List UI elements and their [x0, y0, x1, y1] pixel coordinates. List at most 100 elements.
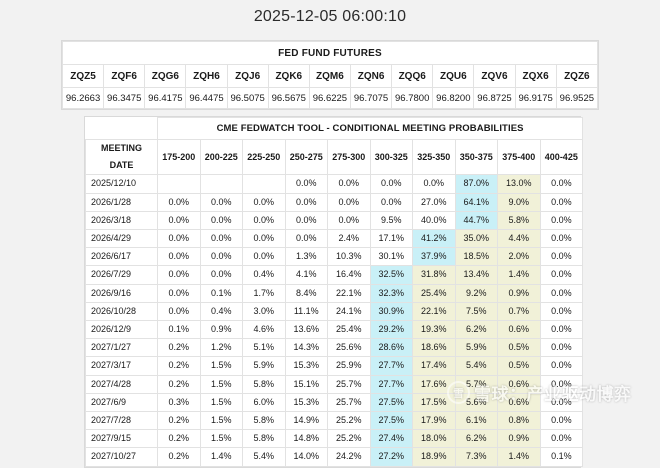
- fedwatch-probability-cell: 15.1%: [284, 374, 328, 394]
- futures-contract-code: ZQV6: [473, 64, 516, 88]
- fedwatch-probability-cell: [199, 174, 243, 194]
- fedwatch-probability-cell: 0.2%: [157, 374, 201, 394]
- fedwatch-probability-cell: 40.0%: [412, 210, 456, 231]
- fedwatch-probability-cell: 27.5%: [369, 411, 413, 431]
- fedwatch-probability-cell: 25.7%: [327, 374, 371, 394]
- fedwatch-probability-cell: 25.7%: [327, 392, 371, 413]
- fedwatch-probability-cell: 0.2%: [157, 429, 201, 449]
- fedwatch-rate-range-header: 400-425: [539, 138, 584, 176]
- fedwatch-probability-cell: 0.2%: [157, 338, 201, 358]
- fedwatch-probability-cell: 0.0%: [539, 265, 584, 285]
- fedwatch-probability-cell: 0.0%: [327, 210, 371, 231]
- fedwatch-probability-cell: 25.6%: [327, 338, 371, 358]
- fedwatch-probability-cell: 0.0%: [199, 247, 243, 267]
- fedwatch-probability-cell: 32.5%: [369, 265, 413, 285]
- fedwatch-probability-cell: 0.0%: [157, 301, 201, 322]
- fedwatch-probability-cell: 27.2%: [369, 447, 413, 467]
- futures-code-row: ZQZ5 ZQF6 ZQG6 ZQH6 ZQJ6 ZQK6 ZQM6 ZQN6 ZQQ6 ZQU6…: [61, 64, 599, 88]
- fedwatch-probability-cell: 7.5%: [454, 301, 498, 322]
- fedwatch-probability-cell: 25.4%: [412, 283, 456, 303]
- cme-fedwatch-panel: CME FEDWATCH TOOL - CONDITIONAL MEETING …: [84, 116, 584, 468]
- cme-fedwatch-table: CME FEDWATCH TOOL - CONDITIONAL MEETING …: [85, 117, 584, 467]
- fedwatch-probability-cell: 0.0%: [539, 374, 584, 394]
- futures-contract-code: ZQX6: [514, 64, 557, 88]
- fedwatch-probability-cell: 15.3%: [284, 392, 328, 413]
- fedwatch-probability-cell: 0.0%: [199, 265, 243, 285]
- futures-price-cell: 96.4475: [185, 87, 228, 109]
- futures-price-cell: 96.5075: [226, 87, 269, 109]
- fedwatch-probability-cell: 0.5%: [497, 338, 541, 358]
- fedwatch-probability-cell: 5.8%: [497, 210, 541, 231]
- fedwatch-probability-cell: 0.2%: [157, 447, 201, 467]
- fedwatch-probability-cell: 0.0%: [369, 192, 413, 212]
- futures-price-cell: 96.2663: [61, 87, 105, 109]
- fedwatch-meeting-date: 2026/12/9: [85, 320, 158, 340]
- futures-contract-code: ZQQ6: [391, 64, 434, 88]
- fedwatch-probability-cell: 0.0%: [242, 247, 286, 267]
- fedwatch-probability-cell: 17.1%: [369, 229, 413, 249]
- table-row: 2027/4/28 0.2% 1.5% 5.8% 15.1% 25.7% 27.7% 17.6…: [85, 374, 584, 394]
- fedwatch-probability-cell: 1.5%: [199, 374, 243, 394]
- futures-price-cell: 96.3475: [103, 87, 146, 109]
- futures-price-cell: 96.7075: [349, 87, 393, 109]
- fedwatch-probability-cell: 22.1%: [327, 283, 371, 303]
- fedwatch-probability-cell: 0.0%: [539, 338, 584, 358]
- fedwatch-probability-cell: 13.0%: [497, 174, 541, 194]
- fedwatch-probability-cell: 24.2%: [327, 447, 371, 467]
- fedwatch-probability-cell: 27.7%: [369, 374, 413, 394]
- futures-price-cell: 96.5675: [267, 87, 310, 109]
- futures-contract-code: ZQU6: [432, 64, 475, 88]
- fedwatch-probability-cell: 27.5%: [369, 392, 413, 413]
- fedwatch-probability-cell: 2.0%: [497, 247, 541, 267]
- fedwatch-probability-cell: 0.0%: [284, 192, 328, 212]
- fedwatch-probability-cell: 0.0%: [327, 192, 371, 212]
- fedwatch-probability-cell: 0.8%: [497, 411, 541, 431]
- table-row: 2026/4/29 0.0% 0.0% 0.0% 0.0% 2.4% 17.1% 41.2% 3…: [85, 229, 584, 249]
- fedwatch-probability-cell: 9.2%: [454, 283, 498, 303]
- fedwatch-probability-cell: 1.5%: [199, 356, 243, 376]
- fedwatch-probability-cell: 1.3%: [284, 247, 328, 267]
- fedwatch-probability-cell: 3.0%: [242, 301, 286, 322]
- fedwatch-meeting-date: 2027/9/15: [85, 429, 158, 449]
- fedwatch-probability-cell: 0.1%: [539, 447, 584, 467]
- fedwatch-probability-cell: 0.0%: [157, 283, 201, 303]
- fedwatch-probability-cell: 0.7%: [497, 301, 541, 322]
- futures-price-cell: 96.8725: [473, 87, 516, 109]
- fed-fund-futures-table: FED FUND FUTURES ZQZ5 ZQF6 ZQG6 ZQH6 ZQJ6 ZQK…: [61, 41, 599, 109]
- fedwatch-probability-cell: 0.0%: [157, 265, 201, 285]
- fedwatch-probability-cell: 0.0%: [157, 229, 201, 249]
- fedwatch-probability-cell: 15.3%: [284, 356, 328, 376]
- fedwatch-probability-cell: 0.3%: [157, 392, 201, 413]
- fedwatch-probability-cell: 30.1%: [369, 247, 413, 267]
- futures-contract-code: ZQZ5: [61, 64, 105, 88]
- fedwatch-probability-cell: 0.0%: [157, 210, 201, 231]
- fedwatch-probability-cell: 41.2%: [412, 229, 456, 249]
- fedwatch-probability-cell: 30.9%: [369, 301, 413, 322]
- table-row: 2027/10/27 0.2% 1.4% 5.4% 14.0% 24.2% 27.2% 18.…: [85, 447, 584, 467]
- fedwatch-probability-cell: 0.0%: [539, 392, 584, 413]
- table-row: 2027/6/9 0.3% 1.5% 6.0% 15.3% 25.7% 27.5% 17.5%…: [85, 392, 584, 413]
- fedwatch-probability-cell: 0.0%: [539, 174, 584, 194]
- fedwatch-meeting-date-header: MEETING DATE: [85, 138, 158, 176]
- table-row: 2027/7/28 0.2% 1.5% 5.8% 14.9% 25.2% 27.5% 17.9…: [85, 411, 584, 431]
- fedwatch-probability-cell: 0.0%: [539, 429, 584, 449]
- futures-price-cell: 96.6225: [308, 87, 351, 109]
- fed-fund-futures-panel: FED FUND FUTURES ZQZ5 ZQF6 ZQG6 ZQH6 ZQJ6 ZQK…: [61, 40, 599, 110]
- fedwatch-probability-cell: 0.9%: [199, 320, 243, 340]
- fedwatch-probability-cell: 0.5%: [497, 356, 541, 376]
- table-row: 2027/1/27 0.2% 1.2% 5.1% 14.3% 25.6% 28.6% 18.6…: [85, 338, 584, 358]
- fedwatch-probability-cell: 0.0%: [157, 247, 201, 267]
- fedwatch-probability-cell: 0.1%: [199, 283, 243, 303]
- fedwatch-rate-range-header: 300-325: [369, 138, 413, 176]
- fedwatch-probability-cell: 31.8%: [412, 265, 456, 285]
- fedwatch-meeting-date: 2026/3/18: [85, 210, 158, 231]
- fedwatch-probability-cell: 14.9%: [284, 411, 328, 431]
- fedwatch-meeting-date: 2027/7/28: [85, 411, 158, 431]
- table-row: 2026/9/16 0.0% 0.1% 1.7% 8.4% 22.1% 32.3% 25.4%…: [85, 283, 584, 303]
- fedwatch-meeting-date: 2026/1/28: [85, 192, 158, 212]
- fedwatch-probability-cell: 0.0%: [327, 174, 371, 194]
- fedwatch-probability-cell: 0.0%: [539, 411, 584, 431]
- fedwatch-probability-cell: 18.5%: [454, 247, 498, 267]
- fedwatch-probability-cell: 0.0%: [199, 192, 243, 212]
- fedwatch-probability-cell: 0.9%: [497, 429, 541, 449]
